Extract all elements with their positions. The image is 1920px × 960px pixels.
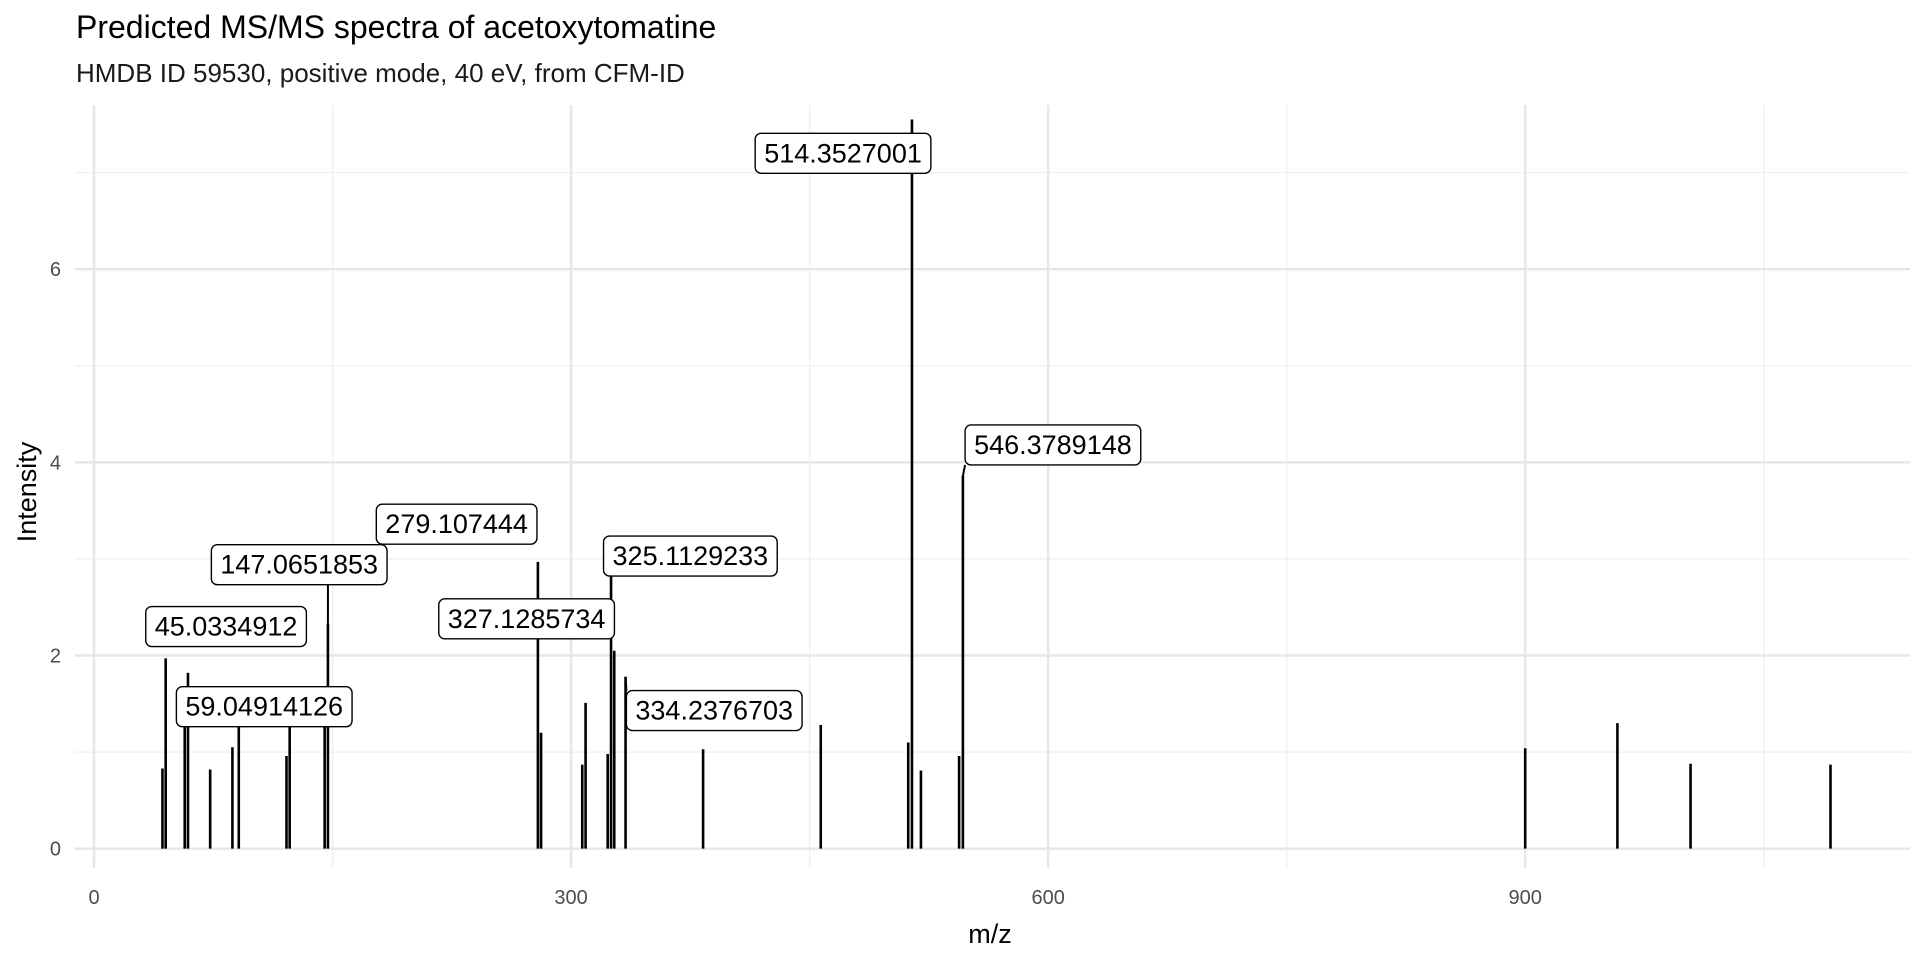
peak-label-box bbox=[175, 686, 353, 728]
peak-annotations: 514.3527001 546.3789148 279.107444 325.1129… bbox=[145, 119, 1142, 732]
x-tick-label: 0 bbox=[89, 887, 100, 909]
peak-label-box bbox=[375, 503, 538, 545]
chart-title: Predicted MS/MS spectra of acetoxytomati… bbox=[76, 9, 716, 45]
y-tick-label: 6 bbox=[50, 259, 61, 281]
x-tick-label: 600 bbox=[1031, 887, 1064, 909]
peak-label: 279.107444 bbox=[375, 503, 538, 545]
chart-subtitle: HMDB ID 59530, positive mode, 40 eV, fro… bbox=[76, 58, 685, 88]
peak-label: 327.1285734 bbox=[438, 598, 616, 640]
peak-label: 147.0651853 bbox=[210, 544, 388, 624]
peak-label-leader bbox=[624, 676, 628, 691]
x-tick-labels: 0 300 600 900 bbox=[89, 887, 1542, 909]
y-axis-title: Intensity bbox=[12, 441, 42, 542]
y-tick-label: 4 bbox=[50, 452, 61, 474]
peak-label: 325.1129233 bbox=[602, 535, 778, 577]
grid bbox=[75, 105, 1910, 868]
peak-label-text: 546.3789148 bbox=[974, 430, 1132, 460]
x-tick-label: 900 bbox=[1509, 887, 1542, 909]
x-axis-title: m/z bbox=[968, 919, 1012, 949]
peak-label: 45.0334912 bbox=[145, 605, 308, 648]
peak-label-box bbox=[210, 544, 388, 586]
peak-label-text: 514.3527001 bbox=[764, 138, 922, 168]
peak-label-box bbox=[145, 605, 308, 648]
x-tick-label: 300 bbox=[554, 887, 587, 909]
peak-label-leader bbox=[961, 464, 967, 477]
peak-label-box bbox=[602, 535, 778, 577]
peak-label-text: 45.0334912 bbox=[155, 612, 298, 642]
peak-label-box bbox=[438, 598, 616, 640]
peak-label: 546.3789148 bbox=[961, 424, 1142, 477]
y-tick-labels: 0 2 4 6 bbox=[50, 259, 61, 860]
peak-label: 59.04914126 bbox=[175, 672, 353, 728]
peak-label: 514.3527001 bbox=[754, 119, 932, 174]
peak-label: 334.2376703 bbox=[624, 676, 803, 732]
peak-label-text: 59.04914126 bbox=[185, 692, 343, 722]
peak-label-text: 327.1285734 bbox=[448, 604, 606, 634]
peak-label-text: 325.1129233 bbox=[613, 541, 769, 571]
peak-label-box bbox=[964, 424, 1142, 466]
peak-label-text: 279.107444 bbox=[385, 509, 528, 539]
y-tick-label: 2 bbox=[50, 646, 61, 668]
peak-label-text: 334.2376703 bbox=[635, 696, 793, 726]
y-tick-label: 0 bbox=[50, 839, 61, 861]
peaks bbox=[161, 119, 1832, 849]
peak-label-box bbox=[625, 689, 803, 732]
peak-label-text: 147.0651853 bbox=[220, 550, 378, 580]
peak-label-box bbox=[754, 132, 932, 174]
